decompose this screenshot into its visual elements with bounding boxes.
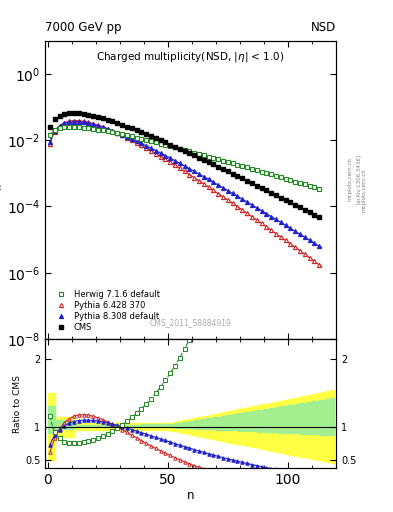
Pythia 6.428 370 — [125, 135, 129, 141]
X-axis label: n: n — [187, 489, 195, 502]
Pythia 6.428 370 — [57, 123, 62, 129]
Line: Pythia 8.308 default: Pythia 8.308 default — [48, 120, 321, 248]
Text: [arXiv:1306.3436]: [arXiv:1306.3436] — [356, 154, 361, 204]
Pythia 6.428 370 — [240, 207, 244, 213]
Y-axis label: Ratio to CMS: Ratio to CMS — [13, 375, 22, 433]
Herwig 7.1.6 default — [48, 132, 52, 138]
Pythia 8.308 default — [72, 119, 76, 125]
Herwig 7.1.6 default — [168, 143, 173, 149]
Pythia 6.428 370 — [72, 118, 76, 124]
Pythia 8.308 default — [125, 134, 129, 140]
Line: Herwig 7.1.6 default: Herwig 7.1.6 default — [48, 125, 321, 191]
Pythia 8.308 default — [48, 138, 52, 144]
Herwig 7.1.6 default — [317, 186, 321, 192]
Pythia 6.428 370 — [235, 204, 240, 210]
Pythia 8.308 default — [317, 243, 321, 249]
Pythia 6.428 370 — [62, 120, 67, 126]
Pythia 8.308 default — [240, 196, 244, 202]
Herwig 7.1.6 default — [72, 124, 76, 130]
Herwig 7.1.6 default — [62, 124, 67, 130]
Herwig 7.1.6 default — [235, 162, 240, 168]
Pythia 8.308 default — [168, 155, 173, 161]
Text: 7000 GeV pp: 7000 GeV pp — [45, 20, 122, 33]
Y-axis label: mcplots.cern.ch: mcplots.cern.ch — [361, 168, 366, 212]
Y-axis label: $P_n$: $P_n$ — [0, 183, 6, 197]
Pythia 6.428 370 — [48, 141, 52, 147]
Line: Pythia 6.428 370: Pythia 6.428 370 — [48, 119, 321, 267]
Pythia 6.428 370 — [317, 262, 321, 268]
Legend: Herwig 7.1.6 default, Pythia 6.428 370, Pythia 8.308 default, CMS: Herwig 7.1.6 default, Pythia 6.428 370, … — [50, 288, 162, 335]
Pythia 8.308 default — [235, 193, 240, 199]
Text: mcplots.cern.ch: mcplots.cern.ch — [348, 157, 353, 201]
Pythia 8.308 default — [57, 123, 62, 129]
Herwig 7.1.6 default — [240, 163, 244, 169]
Herwig 7.1.6 default — [57, 125, 62, 131]
Pythia 8.308 default — [62, 120, 67, 126]
Text: CMS_2011_S8884919: CMS_2011_S8884919 — [150, 318, 231, 327]
Herwig 7.1.6 default — [125, 132, 129, 138]
Text: NSD: NSD — [311, 20, 336, 33]
Text: Charged multiplicity(NSD, $|\eta|$ < 1.0): Charged multiplicity(NSD, $|\eta|$ < 1.0… — [96, 50, 285, 64]
Pythia 6.428 370 — [168, 159, 173, 165]
